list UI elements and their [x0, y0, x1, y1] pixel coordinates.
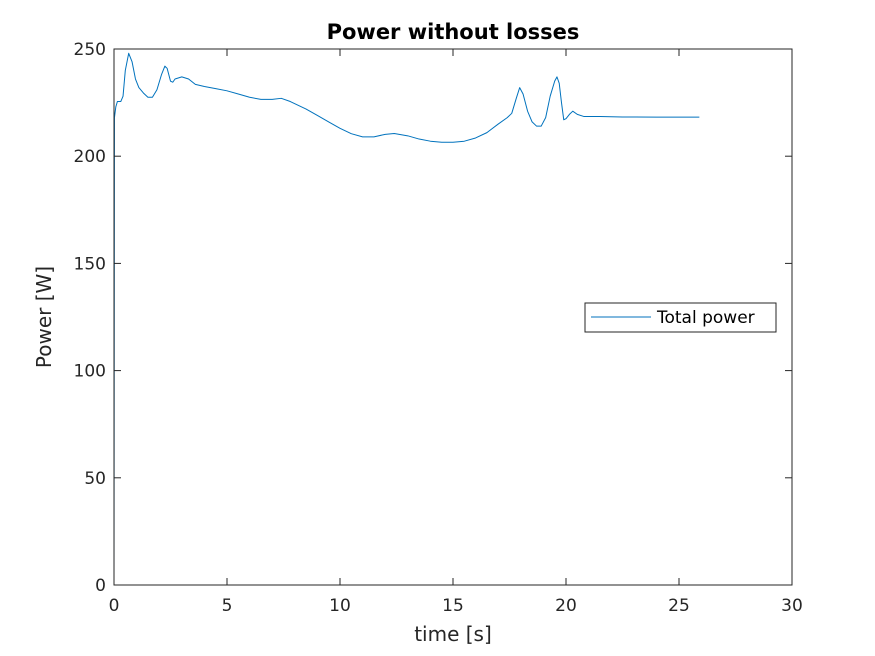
- legend-label: Total power: [656, 308, 755, 328]
- y-axis-ticks: 0 50 100 150 200 250: [74, 40, 792, 596]
- series-line-0: [113, 52, 700, 586]
- x-axis-ticks: 0 5 10 15 20 25 30: [109, 49, 803, 616]
- legend: Total power: [584, 302, 777, 333]
- y-tick-label-3: 150: [74, 254, 106, 274]
- y-tick-label-5: 250: [74, 40, 106, 60]
- x-tick-label-5: 25: [668, 596, 690, 616]
- x-tick-label-3: 15: [442, 596, 464, 616]
- y-tick-label-2: 100: [74, 362, 106, 382]
- x-tick-label-1: 5: [222, 596, 233, 616]
- x-tick-label-4: 20: [555, 596, 577, 616]
- y-tick-label-1: 50: [84, 469, 106, 489]
- y-tick-label-4: 200: [74, 147, 106, 167]
- y-tick-label-0: 0: [95, 576, 106, 596]
- x-tick-label-2: 10: [329, 596, 351, 616]
- x-tick-label-6: 30: [781, 596, 803, 616]
- y-axis-label: Power [W]: [32, 266, 56, 368]
- x-axis-label: time [s]: [414, 622, 492, 646]
- x-tick-label-0: 0: [109, 596, 120, 616]
- series-layer: [113, 52, 700, 586]
- chart-title: Power without losses: [327, 20, 580, 44]
